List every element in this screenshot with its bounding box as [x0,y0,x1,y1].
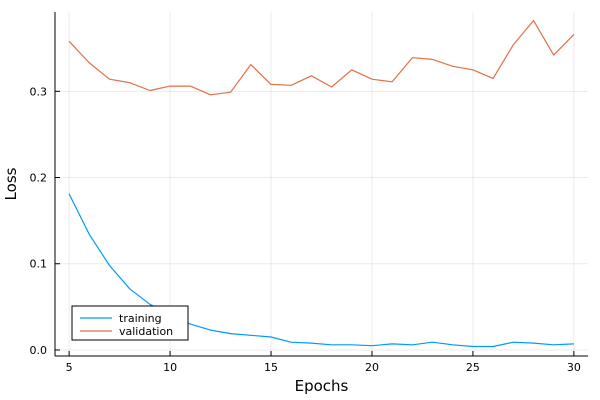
x-tick-label: 25 [466,361,480,374]
series-lines [68,20,575,348]
x-tick-label: 20 [365,361,379,374]
legend-label-training: training [119,312,162,325]
series-line-validation [68,20,575,96]
y-tick-label: 0.1 [30,258,48,271]
axes: 5 10 15 20 25 30 0.0 0.1 0.2 0.3 [30,12,588,374]
legend-label-validation: validation [119,325,173,338]
y-axis-title: Loss [2,167,20,200]
x-tick-label: 30 [567,361,581,374]
x-axis-title: Epochs [295,377,349,395]
y-tick-label: 0.3 [30,85,48,98]
x-tick-label: 5 [66,361,73,374]
x-tick-label: 15 [264,361,278,374]
grid [55,12,588,356]
y-tick-label: 0.0 [30,344,48,357]
legend: training validation [71,305,189,341]
y-tick-label: 0.2 [30,172,48,185]
legend-box [71,305,189,341]
x-tick-label: 10 [163,361,177,374]
